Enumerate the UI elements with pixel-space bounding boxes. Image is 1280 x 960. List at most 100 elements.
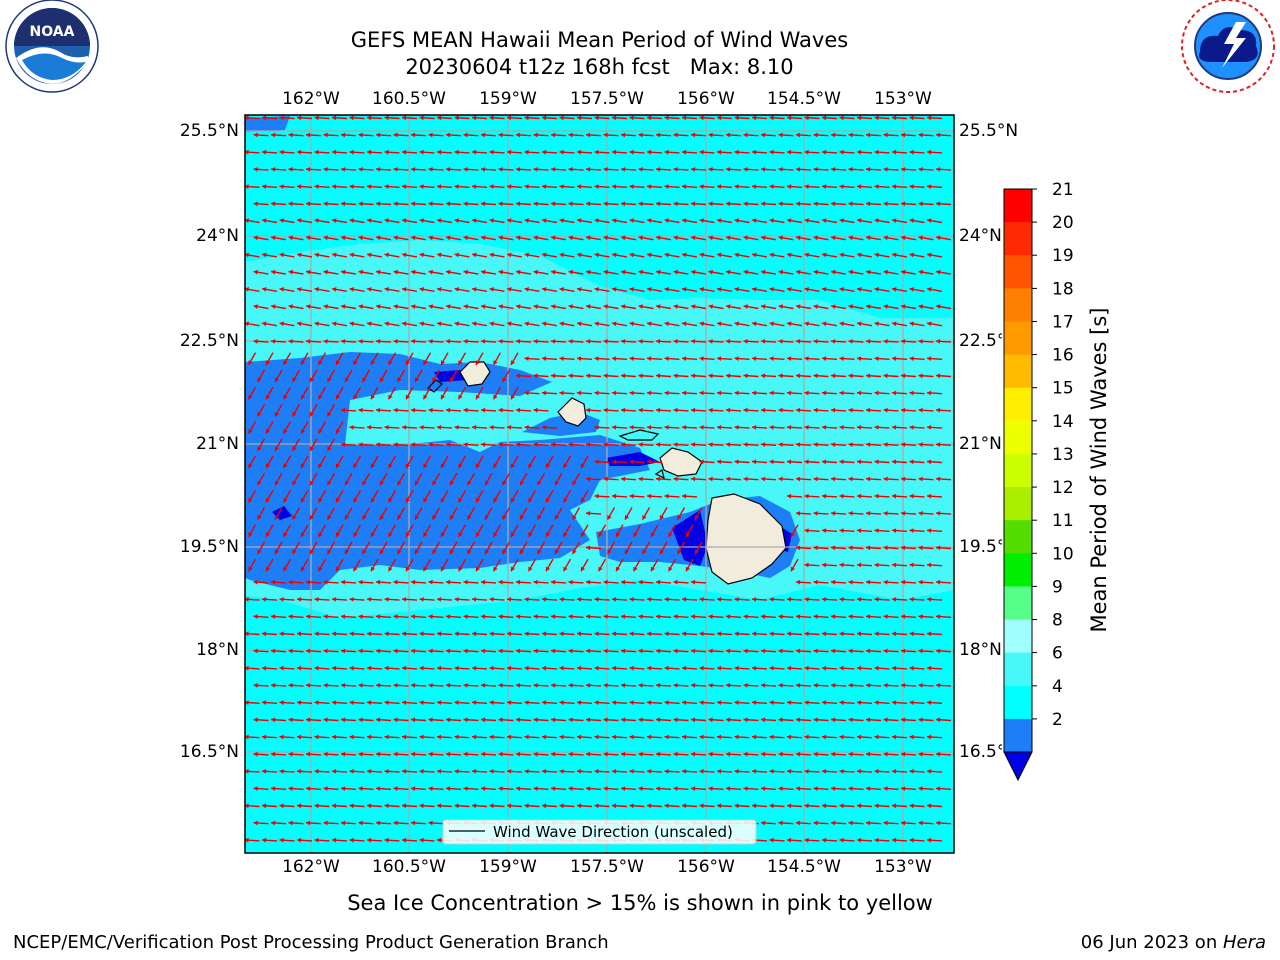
wind-wave-arrowhead [419,700,424,705]
wind-wave-arrowhead [498,579,503,585]
wind-wave-arrowhead [647,769,652,774]
wind-wave-arrowhead [507,115,512,121]
wind-wave-arrowhead [524,321,529,327]
colorbar-tick-label: 16 [1052,346,1074,366]
wind-wave-arrowhead [349,665,354,671]
wind-wave-arrowhead [384,184,389,189]
wind-wave-arrowhead [519,549,525,555]
wind-wave-arrowhead [866,132,871,138]
wind-wave-arrowhead [274,446,280,451]
wind-wave-arrowhead [353,532,358,537]
wind-wave-arrowhead [344,549,350,555]
wind-wave-arrowhead [283,497,288,503]
lat-label-right: 21°N [959,434,1002,454]
wind-wave-arrowhead [699,218,704,223]
wind-wave-arrowhead [327,411,332,417]
wind-wave-arrowhead [577,597,582,602]
wind-wave-arrowhead [866,648,871,654]
wind-wave-arrowhead [594,390,599,396]
wind-wave-arrowhead [341,407,346,413]
wind-wave-arrowhead [577,252,582,258]
wind-wave-arrowhead [297,149,302,155]
wind-wave-arrowhead [691,476,696,482]
wind-wave-arrowhead [580,532,586,537]
wind-wave-arrowhead [370,394,376,400]
wind-wave-arrowhead [297,597,302,602]
wind-wave-arrowhead [358,786,363,791]
footer-date: 06 Jun 2023 on Hera [1081,932,1266,953]
wind-wave-arrowhead [866,167,871,172]
wind-wave-arrowhead [892,528,897,533]
wind-wave-arrowhead [787,287,792,292]
wind-wave-arrowhead [542,115,547,121]
wind-wave-arrowhead [516,751,521,757]
wind-wave-arrowhead [752,597,757,602]
wind-wave-arrowhead [936,751,941,757]
wind-wave-arrowhead [458,463,463,469]
wind-wave-arrowhead [481,235,486,241]
wind-wave-arrowhead [437,597,442,602]
wind-wave-arrowhead [901,614,906,619]
wind-wave-arrowhead [507,631,512,637]
wind-wave-arrowhead [446,201,451,207]
wind-wave-arrowhead [245,631,249,637]
wind-wave-arrowhead [253,132,258,138]
wind-wave-arrowhead [568,167,573,172]
wind-wave-arrowhead [883,167,888,172]
wind-wave-arrowhead [839,631,844,637]
wind-wave-arrowhead [874,665,879,671]
wind-wave-arrowhead [463,751,468,757]
wind-wave-arrowhead [691,442,696,447]
wind-wave-arrowhead [831,201,836,207]
wind-wave-arrowhead [883,442,888,447]
wind-wave-arrowhead [318,394,323,400]
wind-wave-arrowhead [664,734,669,740]
wind-wave-arrowhead [594,356,599,361]
wind-wave-arrowhead [524,115,529,121]
wind-wave-arrowhead [822,837,827,843]
wind-wave-arrowhead [699,252,704,258]
wind-wave-arrowhead [253,201,258,207]
wind-wave-arrowhead [682,769,687,774]
wind-wave-arrowhead [353,394,358,400]
wind-wave-arrowhead [411,751,416,757]
wind-wave-arrowhead [262,115,267,121]
wind-wave-arrowhead [638,373,643,379]
wind-wave-arrowhead [761,235,766,241]
wind-wave-arrowhead [874,356,879,361]
wind-wave-arrowhead [778,235,783,241]
wind-wave-arrowhead [708,167,713,172]
wind-wave-arrowhead [778,717,783,723]
wind-wave-arrowhead [918,820,923,826]
wind-wave-arrowhead [673,235,678,241]
wind-wave-arrowhead [796,269,801,275]
wind-wave-arrowhead [761,614,766,619]
wind-wave-arrowhead [866,751,871,757]
wind-wave-arrowhead [253,339,258,344]
wind-wave-arrowhead [586,476,591,482]
wind-wave-arrowhead [245,700,249,705]
wind-wave-arrowhead [901,407,906,413]
wind-wave-arrowhead [580,566,586,572]
wind-wave-arrowhead [633,566,638,572]
wind-wave-arrowhead [484,480,490,486]
wind-wave-arrowhead [752,803,757,809]
wind-wave-arrowhead [708,751,713,757]
wind-wave-arrowhead [677,549,682,555]
island-oahu [557,397,587,427]
lat-label-left: 19.5°N [179,537,239,557]
wind-wave-arrowhead [397,549,402,555]
wind-wave-arrowhead [936,683,941,688]
wind-wave-arrowhead [419,803,424,809]
wind-wave-arrowhead [839,597,844,602]
wind-wave-arrowhead [516,167,521,172]
wind-wave-arrowhead [769,287,774,292]
wind-wave-arrowhead [314,631,319,637]
wind-wave-arrowhead [691,132,696,138]
wind-wave-arrowhead [699,287,704,292]
wind-wave-arrowhead [685,566,691,572]
wind-wave-arrowhead [516,717,521,723]
lat-label-left: 21°N [196,434,239,454]
wind-wave-arrowhead [358,820,363,826]
wind-wave-arrowhead [449,480,455,486]
